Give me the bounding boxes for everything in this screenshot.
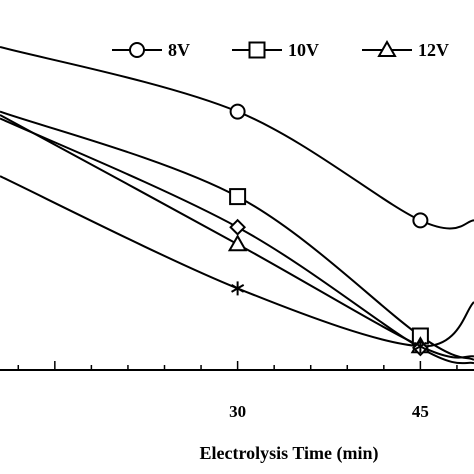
x-axis-label: Electrolysis Time (min) <box>200 443 379 464</box>
legend-label: 12V <box>418 40 449 60</box>
data-point-unlabeled-3-x30 <box>229 218 247 236</box>
data-point-10v-x30 <box>229 188 247 206</box>
legend: 8V 10V 12V <box>112 39 449 60</box>
series-line-10v <box>0 110 474 361</box>
series-line-8v <box>0 46 474 230</box>
data-point-unlabeled-4-x45 <box>413 339 427 354</box>
legend-item-12v: 12V <box>362 39 449 60</box>
legend-marker-10v <box>248 41 266 59</box>
legend-item-8v: 8V <box>112 40 190 60</box>
series-line-12v <box>0 114 474 359</box>
legend-marker-8v <box>129 42 145 58</box>
series-line-unlabeled-4 <box>0 175 474 348</box>
x-tick-label: 45 <box>412 402 429 421</box>
legend-label: 10V <box>288 40 319 60</box>
series-line-unlabeled-3 <box>0 117 474 365</box>
legend-item-10v: 10V <box>232 40 319 60</box>
series-markers <box>227 103 431 357</box>
legend-marker-12v <box>377 39 397 57</box>
x-tick-label: 30 <box>229 402 246 421</box>
series-curves <box>0 46 474 365</box>
data-point-unlabeled-4-x30 <box>231 281 245 296</box>
legend-label: 8V <box>168 40 190 60</box>
data-point-12v-x30 <box>227 234 248 252</box>
x-axis: 30 45 <box>0 361 474 421</box>
data-point-8v-x30 <box>229 103 246 120</box>
data-point-8v-x45 <box>412 212 429 229</box>
